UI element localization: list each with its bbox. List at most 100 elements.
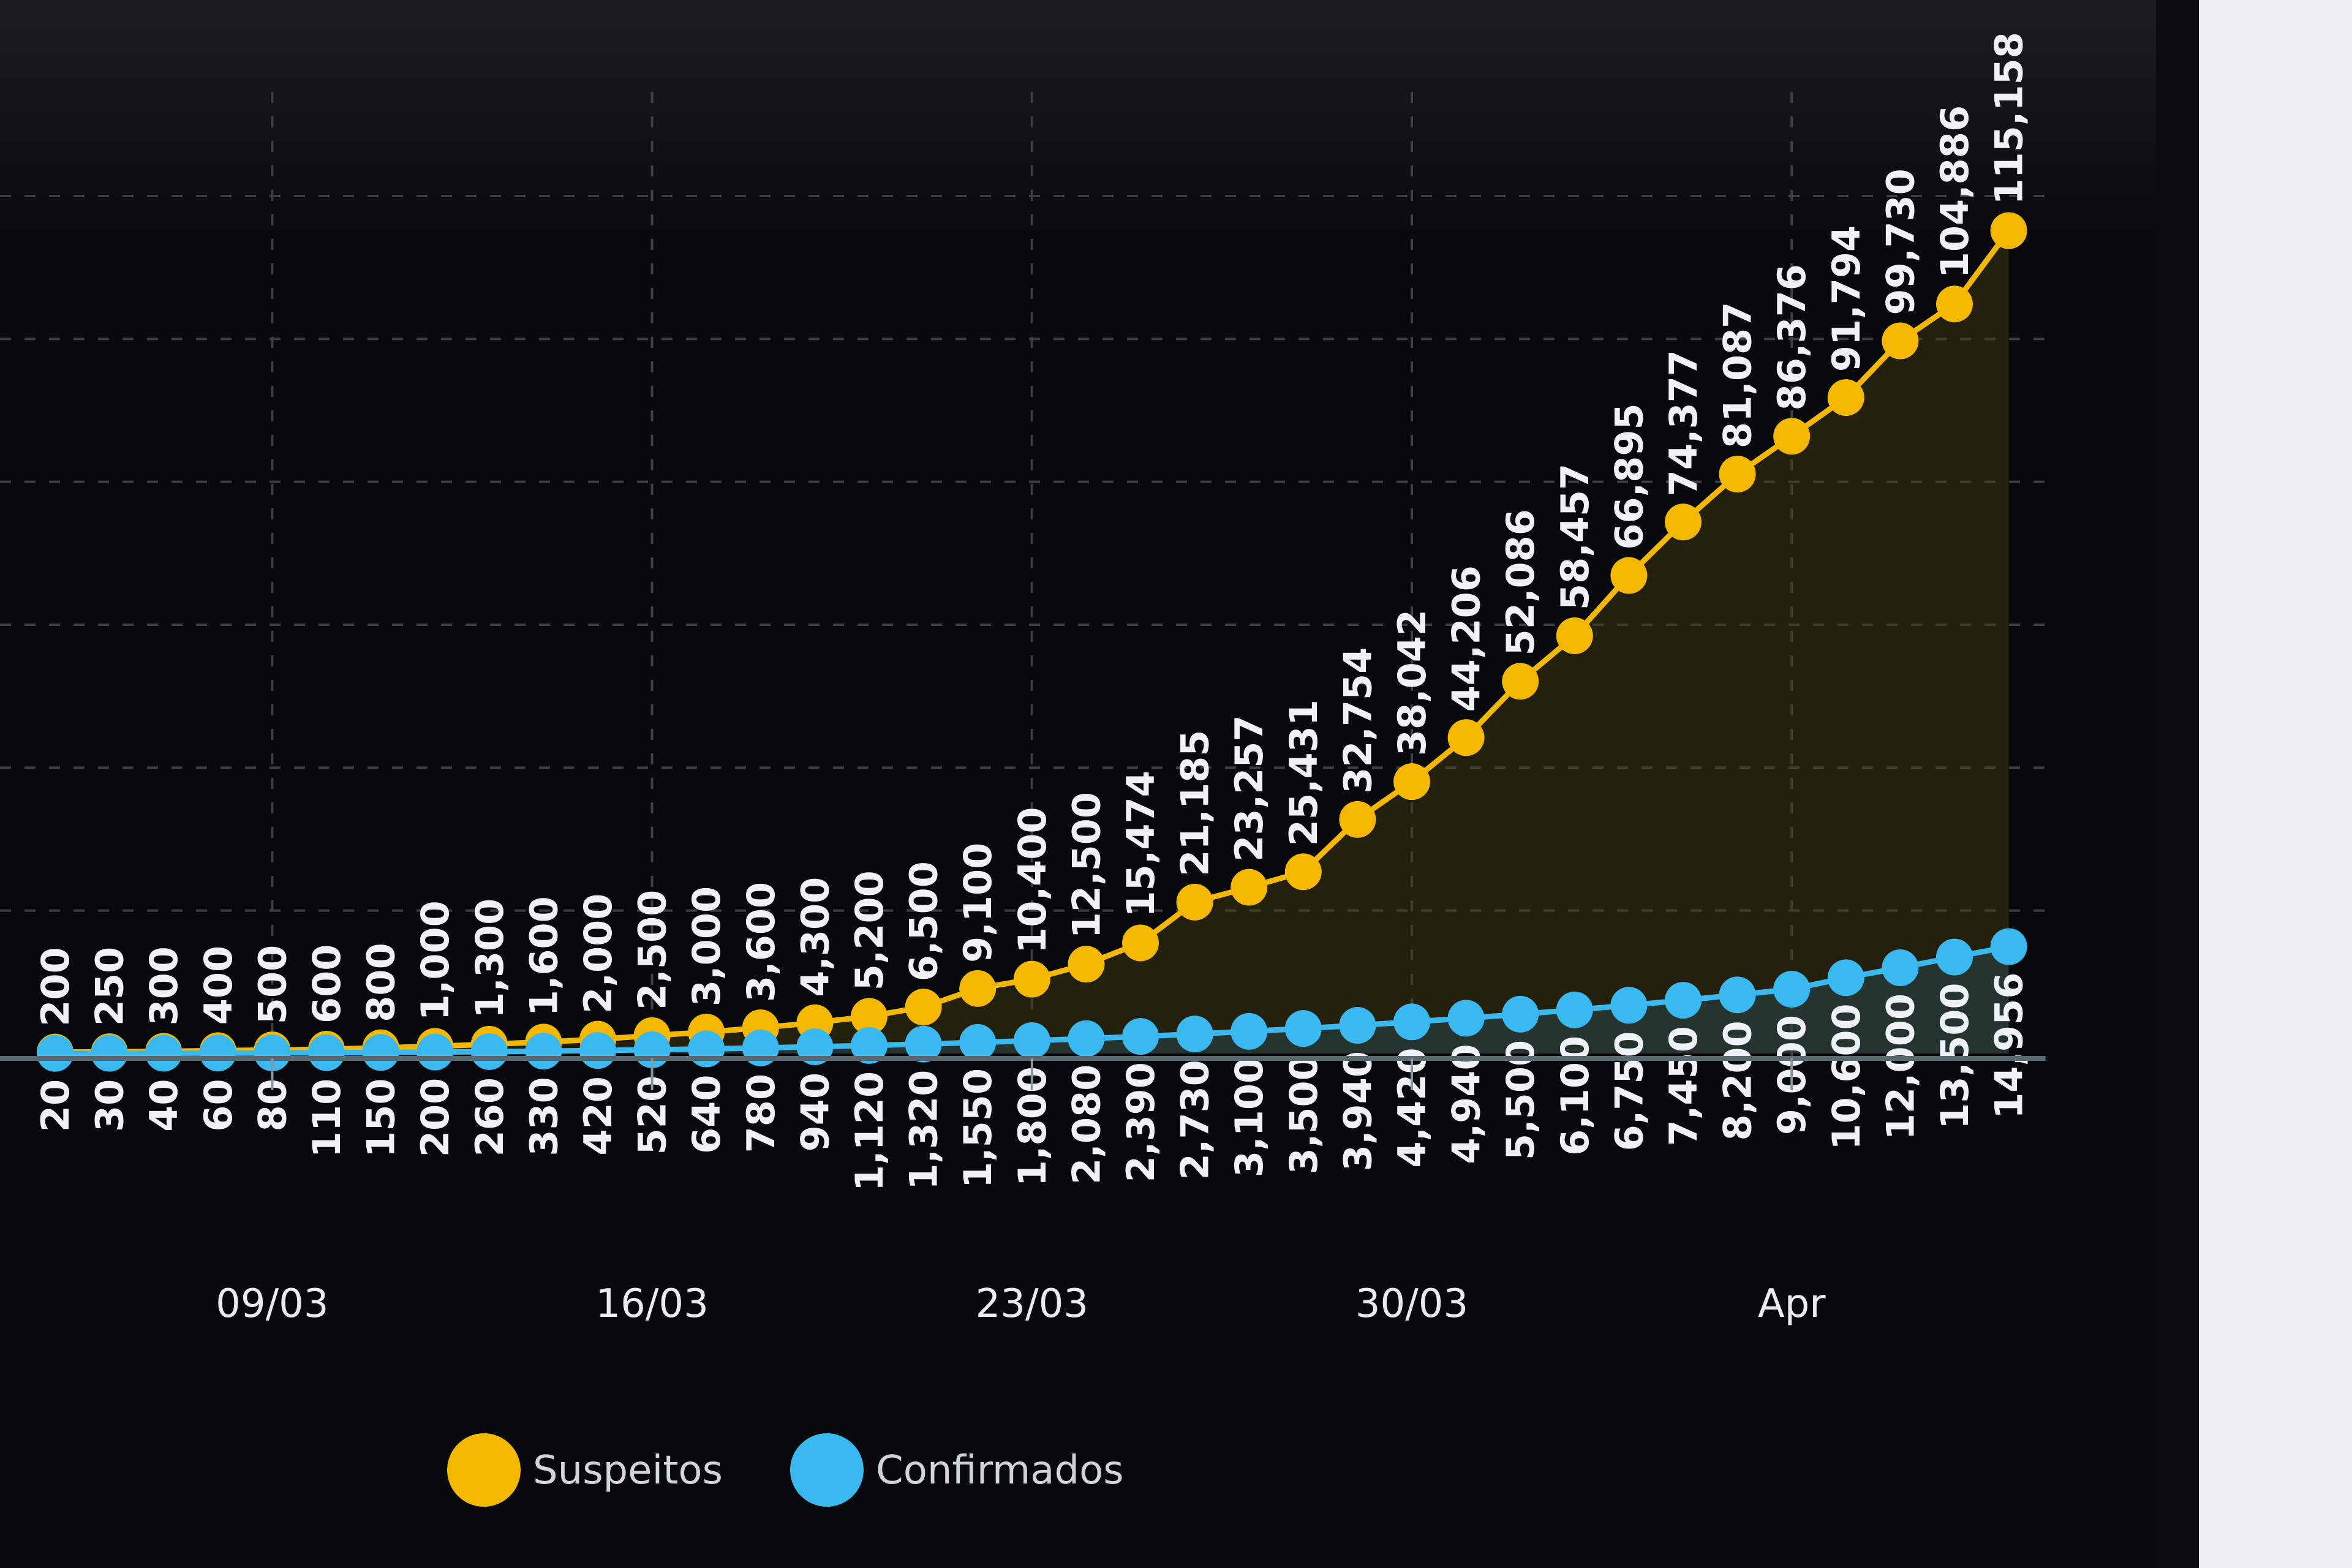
data-label-suspeitos: 81,087 xyxy=(1716,302,1760,448)
data-label-suspeitos: 12,500 xyxy=(1064,792,1109,938)
data-point-suspeitos xyxy=(959,970,997,1007)
data-point-suspeitos xyxy=(1827,379,1864,417)
data-label-suspeitos: 104,886 xyxy=(1932,105,1977,278)
data-label-suspeitos: 200 xyxy=(33,947,78,1026)
data-point-confirmados xyxy=(1502,995,1539,1033)
data-label-suspeitos: 5,200 xyxy=(847,870,892,990)
data-point-confirmados xyxy=(308,1034,345,1071)
data-label-suspeitos: 1,600 xyxy=(521,896,566,1016)
data-label-confirmados: 2,390 xyxy=(1118,1062,1163,1182)
x-tick-label: 09/03 xyxy=(216,1281,328,1327)
data-label-confirmados: 330 xyxy=(521,1077,566,1156)
data-label-suspeitos: 800 xyxy=(359,943,404,1022)
data-point-confirmados xyxy=(1068,1020,1105,1057)
data-label-suspeitos: 400 xyxy=(196,946,241,1025)
data-label-suspeitos: 52,086 xyxy=(1498,509,1543,655)
data-point-suspeitos xyxy=(1502,663,1539,700)
data-label-confirmados: 200 xyxy=(413,1078,458,1157)
data-label-suspeitos: 500 xyxy=(250,945,295,1024)
data-label-suspeitos: 1,000 xyxy=(413,900,458,1020)
data-label-suspeitos: 38,042 xyxy=(1390,609,1434,756)
data-label-confirmados: 3,100 xyxy=(1227,1057,1272,1177)
x-axis: 09/03 16/03 23/03 30/03 Apr xyxy=(0,1056,2046,1327)
data-label-confirmados: 20 xyxy=(33,1079,78,1132)
data-label-suspeitos: 23,257 xyxy=(1227,715,1272,861)
legend-label-confirmados: Confirmados xyxy=(876,1448,1124,1493)
data-point-confirmados xyxy=(851,1027,888,1064)
data-point-confirmados xyxy=(199,1035,236,1072)
data-point-confirmados xyxy=(470,1033,508,1070)
data-point-confirmados xyxy=(688,1030,725,1068)
data-label-confirmados: 940 xyxy=(793,1072,837,1152)
data-label-suspeitos: 6,500 xyxy=(902,861,946,981)
data-point-confirmados xyxy=(1284,1010,1322,1047)
data-point-confirmados xyxy=(1719,976,1756,1014)
background-wall xyxy=(2199,0,2352,1568)
data-point-suspeitos xyxy=(1068,946,1105,983)
data-point-suspeitos xyxy=(1882,322,1919,360)
data-label-confirmados: 6,750 xyxy=(1607,1031,1651,1151)
data-label-suspeitos: 9,100 xyxy=(956,843,1000,963)
data-point-confirmados xyxy=(1882,949,1919,986)
data-label-confirmados: 780 xyxy=(739,1074,783,1153)
data-label-confirmados: 3,940 xyxy=(1335,1051,1380,1171)
data-label-suspeitos: 250 xyxy=(88,947,132,1026)
data-point-suspeitos xyxy=(1339,801,1376,838)
data-point-suspeitos xyxy=(1719,455,1756,492)
data-point-confirmados xyxy=(579,1032,616,1069)
data-point-confirmados xyxy=(1339,1007,1376,1044)
data-point-suspeitos xyxy=(1284,853,1322,891)
data-label-confirmados: 7,450 xyxy=(1661,1026,1706,1146)
data-point-confirmados xyxy=(91,1035,128,1072)
data-label-suspeitos: 32,754 xyxy=(1335,647,1380,794)
data-label-confirmados: 2,730 xyxy=(1173,1060,1218,1180)
data-label-suspeitos: 74,377 xyxy=(1661,350,1706,496)
data-point-confirmados xyxy=(1665,982,1702,1019)
x-tick-label: 16/03 xyxy=(595,1281,708,1327)
data-point-confirmados xyxy=(1556,991,1593,1028)
data-label-suspeitos: 15,474 xyxy=(1118,771,1163,917)
data-label-confirmados: 1,320 xyxy=(902,1070,946,1190)
data-point-confirmados xyxy=(145,1035,183,1072)
data-point-confirmados xyxy=(362,1034,399,1071)
data-label-confirmados: 1,550 xyxy=(956,1068,1000,1188)
data-label-confirmados: 2,080 xyxy=(1064,1065,1109,1185)
data-point-confirmados xyxy=(1447,1000,1485,1037)
data-point-suspeitos xyxy=(905,989,942,1026)
data-label-confirmados: 6,100 xyxy=(1553,1036,1597,1156)
data-point-confirmados xyxy=(1393,1003,1430,1041)
data-label-suspeitos: 2,500 xyxy=(630,890,675,1010)
data-point-confirmados xyxy=(1013,1022,1050,1059)
data-label-confirmados: 8,200 xyxy=(1716,1020,1760,1140)
data-point-confirmados xyxy=(417,1033,454,1071)
data-label-suspeitos: 21,185 xyxy=(1173,730,1218,876)
data-point-confirmados xyxy=(905,1025,942,1063)
data-point-suspeitos xyxy=(1610,557,1648,594)
data-point-confirmados xyxy=(1990,928,2027,965)
data-label-suspeitos: 600 xyxy=(304,944,349,1023)
data-point-confirmados xyxy=(1176,1016,1213,1053)
data-point-suspeitos xyxy=(1176,883,1213,921)
data-label-confirmados: 3,500 xyxy=(1281,1054,1326,1174)
x-tick-label: Apr xyxy=(1758,1281,1826,1327)
legend[interactable]: Suspeitos Confirmados xyxy=(447,1433,1124,1507)
data-label-confirmados: 4,940 xyxy=(1444,1044,1489,1164)
data-point-suspeitos xyxy=(1990,212,2027,249)
grid xyxy=(0,92,2046,1078)
data-label-suspeitos: 3,000 xyxy=(684,886,729,1006)
data-point-suspeitos xyxy=(1665,503,1702,541)
data-point-confirmados xyxy=(1231,1012,1268,1050)
data-label-confirmados: 640 xyxy=(684,1075,729,1154)
data-point-suspeitos xyxy=(1773,418,1811,455)
data-point-suspeitos xyxy=(1936,285,1973,323)
data-point-suspeitos xyxy=(1231,869,1268,906)
data-point-confirmados xyxy=(525,1033,562,1070)
data-label-suspeitos: 300 xyxy=(141,946,186,1025)
data-point-confirmados xyxy=(959,1023,997,1061)
data-label-confirmados: 1,120 xyxy=(847,1071,892,1191)
data-label-suspeitos: 58,457 xyxy=(1553,464,1597,610)
data-label-suspeitos: 2,000 xyxy=(576,894,620,1014)
data-label-suspeitos: 99,730 xyxy=(1878,168,1923,315)
